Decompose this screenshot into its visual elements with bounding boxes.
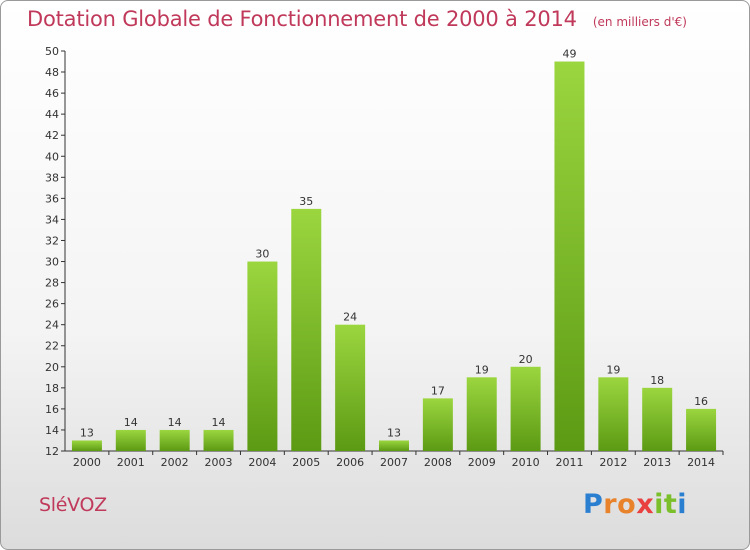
logo-letter: i	[654, 489, 664, 520]
data-label-2006: 24	[343, 311, 357, 324]
y-tick-label: 20	[45, 361, 59, 374]
logo-letter: o	[617, 489, 637, 520]
data-label-2002: 14	[168, 416, 182, 429]
logo-letter: x	[636, 489, 655, 520]
x-tick-label: 2011	[555, 456, 583, 469]
y-tick-label: 16	[45, 403, 59, 416]
y-tick-label: 18	[45, 382, 59, 395]
y-tick-label: 50	[45, 45, 59, 58]
logo-letter: t	[663, 489, 678, 520]
y-tick-label: 34	[45, 213, 59, 226]
bar-2003[interactable]	[203, 429, 234, 451]
unit-note: (en milliers d'€)	[592, 15, 687, 29]
x-tick-label: 2010	[512, 456, 540, 469]
bar-2009[interactable]	[466, 377, 497, 451]
y-tick-label: 40	[45, 150, 59, 163]
data-label-2000: 13	[80, 426, 94, 439]
x-tick-label: 2005	[292, 456, 320, 469]
bar-2005[interactable]	[291, 208, 322, 451]
x-tick-label: 2009	[468, 456, 496, 469]
y-tick-label: 32	[45, 234, 59, 247]
logo-letter: P	[583, 489, 604, 520]
bar-2001[interactable]	[115, 429, 146, 451]
logo-letter: r	[603, 489, 618, 520]
y-tick-label: 42	[45, 129, 59, 142]
y-tick-label: 36	[45, 192, 59, 205]
data-label-2008: 17	[431, 384, 445, 397]
bar-2014[interactable]	[686, 408, 717, 451]
logo-letter: i	[677, 489, 688, 520]
bar-2007[interactable]	[379, 440, 409, 451]
data-label-2012: 19	[606, 363, 620, 376]
bar-2004[interactable]	[247, 261, 278, 451]
title-text: Dotation Globale de Fonctionnement de 20…	[27, 7, 577, 31]
bar-2013[interactable]	[642, 387, 673, 451]
data-label-2005: 35	[299, 195, 313, 208]
data-label-2001: 14	[124, 416, 138, 429]
bar-2010[interactable]	[510, 366, 541, 451]
y-tick-label: 24	[45, 319, 59, 332]
bars	[71, 61, 717, 452]
y-axis: 12 14 16 18 20 22 24 26 28 30 32 34 36 38 40 42 44 46 48 50	[45, 45, 66, 458]
y-tick-label: 14	[45, 424, 59, 437]
data-label-2004: 30	[255, 248, 269, 261]
bar-2002[interactable]	[159, 429, 190, 451]
data-label-2009: 19	[475, 363, 489, 376]
y-tick-label: 30	[45, 256, 59, 269]
x-tick-label: 2006	[336, 456, 364, 469]
y-tick-label: 26	[45, 298, 59, 311]
chart-title: Dotation Globale de Fonctionnement de 20…	[27, 7, 687, 31]
bar-2011[interactable]	[554, 61, 585, 452]
x-tick-label: 2008	[424, 456, 452, 469]
y-tick-label: 38	[45, 171, 59, 184]
data-label-2013: 18	[650, 374, 664, 387]
data-labels: 13 14 14 14 30 35 24 13 17 19 20 49 19 18 16	[80, 48, 708, 440]
y-tick-label: 22	[45, 340, 59, 353]
data-label-2011: 49	[562, 48, 576, 61]
data-label-2007: 13	[387, 426, 401, 439]
bar-2008[interactable]	[422, 398, 453, 451]
x-tick-label: 2001	[117, 456, 145, 469]
x-tick-label: 2004	[248, 456, 276, 469]
y-tick-label: 44	[45, 108, 59, 121]
bar-2012[interactable]	[598, 377, 629, 451]
x-axis: 2000 2001 2002 2003 2004 2005 2006 2007 2008 2009…	[65, 450, 724, 469]
bar-2006[interactable]	[335, 324, 366, 451]
x-tick-label: 2000	[73, 456, 101, 469]
y-tick-label: 48	[45, 66, 59, 79]
bar-2000[interactable]	[71, 440, 102, 451]
x-tick-label: 2007	[380, 456, 408, 469]
y-tick-label: 12	[45, 445, 59, 458]
x-tick-label: 2002	[161, 456, 189, 469]
x-tick-label: 2003	[205, 456, 233, 469]
data-label-2010: 20	[519, 353, 533, 366]
x-tick-label: 2013	[643, 456, 671, 469]
commune-name: SléVOZ	[39, 494, 107, 516]
y-tick-label: 28	[45, 277, 59, 290]
x-tick-label: 2012	[599, 456, 627, 469]
y-tick-label: 46	[45, 87, 59, 100]
data-label-2003: 14	[212, 416, 226, 429]
data-label-2014: 16	[694, 395, 708, 408]
x-tick-label: 2014	[687, 456, 715, 469]
proxiti-logo[interactable]: Proxiti	[583, 489, 687, 520]
